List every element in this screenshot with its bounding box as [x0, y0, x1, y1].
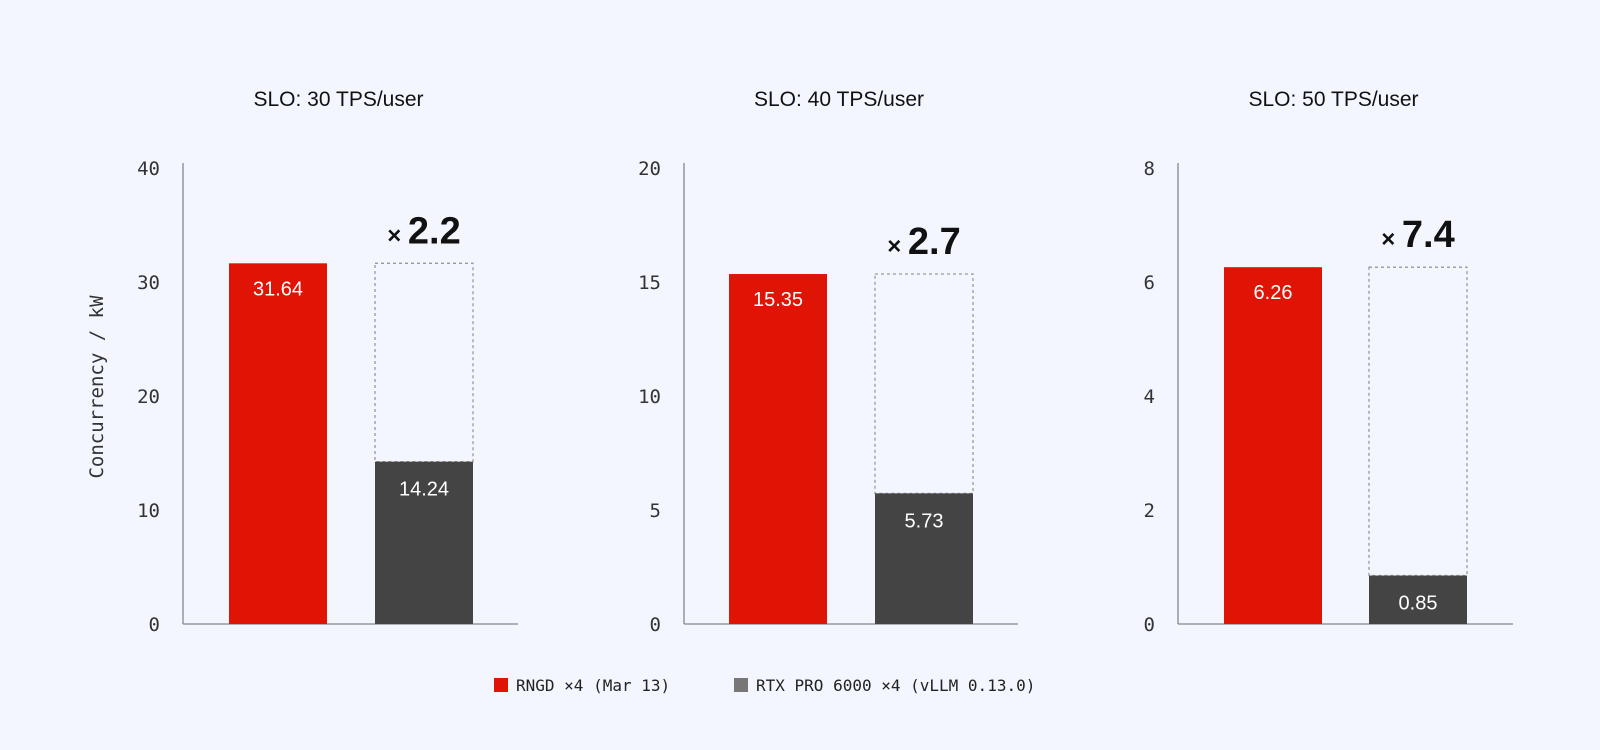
legend-swatch-2	[734, 678, 748, 692]
y-tick-label: 30	[137, 272, 160, 294]
data-label-rngd: 15.35	[753, 289, 803, 311]
ratio-value: 2.7	[908, 221, 961, 263]
ratio-value: 2.2	[408, 210, 461, 252]
ratio-value: 7.4	[1402, 214, 1455, 256]
ratio-symbol: ×	[887, 233, 908, 260]
ratio-annotation: × 7.4	[1381, 214, 1455, 256]
data-label-rngd: 31.64	[253, 278, 303, 300]
y-tick-label: 4	[1144, 386, 1155, 408]
chart-panel-3: SLO: 50 TPS/user 0 2 4 6 8 6.26 0.85 × 7.4	[1144, 88, 1513, 636]
bar-rtx	[375, 461, 473, 624]
chart-panel-1: SLO: 30 TPS/user 0 10 20 30 40 31.64 14.24 × 2.2	[137, 88, 518, 636]
bar-rngd	[229, 263, 327, 624]
ratio-symbol: ×	[1381, 226, 1402, 253]
bar-rtx	[875, 493, 973, 624]
legend: RNGD ×4 (Mar 13) RTX PRO 6000 ×4 (vLLM 0.…	[494, 676, 1035, 695]
bar-rngd	[729, 274, 827, 624]
y-tick-label: 0	[1144, 614, 1155, 636]
reference-outline	[874, 273, 974, 495]
chart-title: SLO: 40 TPS/user	[754, 88, 924, 111]
reference-outline	[1368, 266, 1468, 577]
data-label-rtx: 14.24	[399, 479, 449, 501]
chart-panel-2: SLO: 40 TPS/user 0 5 10 15 20 15.35 5.73 × 2.7	[638, 88, 1018, 636]
legend-label-2: RTX PRO 6000 ×4 (vLLM 0.13.0)	[756, 676, 1035, 695]
chart-title: SLO: 50 TPS/user	[1248, 88, 1418, 111]
y-tick-label: 6	[1144, 272, 1155, 294]
bar-rngd	[1224, 267, 1322, 624]
y-tick-label: 10	[137, 500, 160, 522]
y-tick-label: 20	[137, 386, 160, 408]
y-tick-label: 5	[650, 500, 661, 522]
y-tick-label: 0	[650, 614, 661, 636]
chart-title: SLO: 30 TPS/user	[253, 88, 423, 111]
y-tick-label: 0	[149, 614, 160, 636]
data-label-rtx: 0.85	[1399, 593, 1438, 615]
reference-outline	[374, 262, 474, 463]
y-tick-label: 8	[1144, 158, 1155, 180]
y-tick-label: 15	[638, 272, 661, 294]
ratio-symbol: ×	[387, 222, 408, 249]
ratio-annotation: × 2.7	[887, 221, 961, 263]
data-label-rtx: 5.73	[905, 510, 944, 532]
y-tick-label: 20	[638, 158, 661, 180]
data-label-rngd: 6.26	[1254, 282, 1293, 304]
y-tick-label: 10	[638, 386, 661, 408]
y-tick-label: 2	[1144, 500, 1155, 522]
bar-rtx	[1369, 575, 1467, 624]
legend-label-1: RNGD ×4 (Mar 13)	[516, 676, 670, 695]
ratio-annotation: × 2.2	[387, 210, 461, 252]
y-axis-label: Concurrency / kW	[86, 295, 108, 479]
legend-swatch-1	[494, 678, 508, 692]
y-tick-label: 40	[137, 158, 160, 180]
